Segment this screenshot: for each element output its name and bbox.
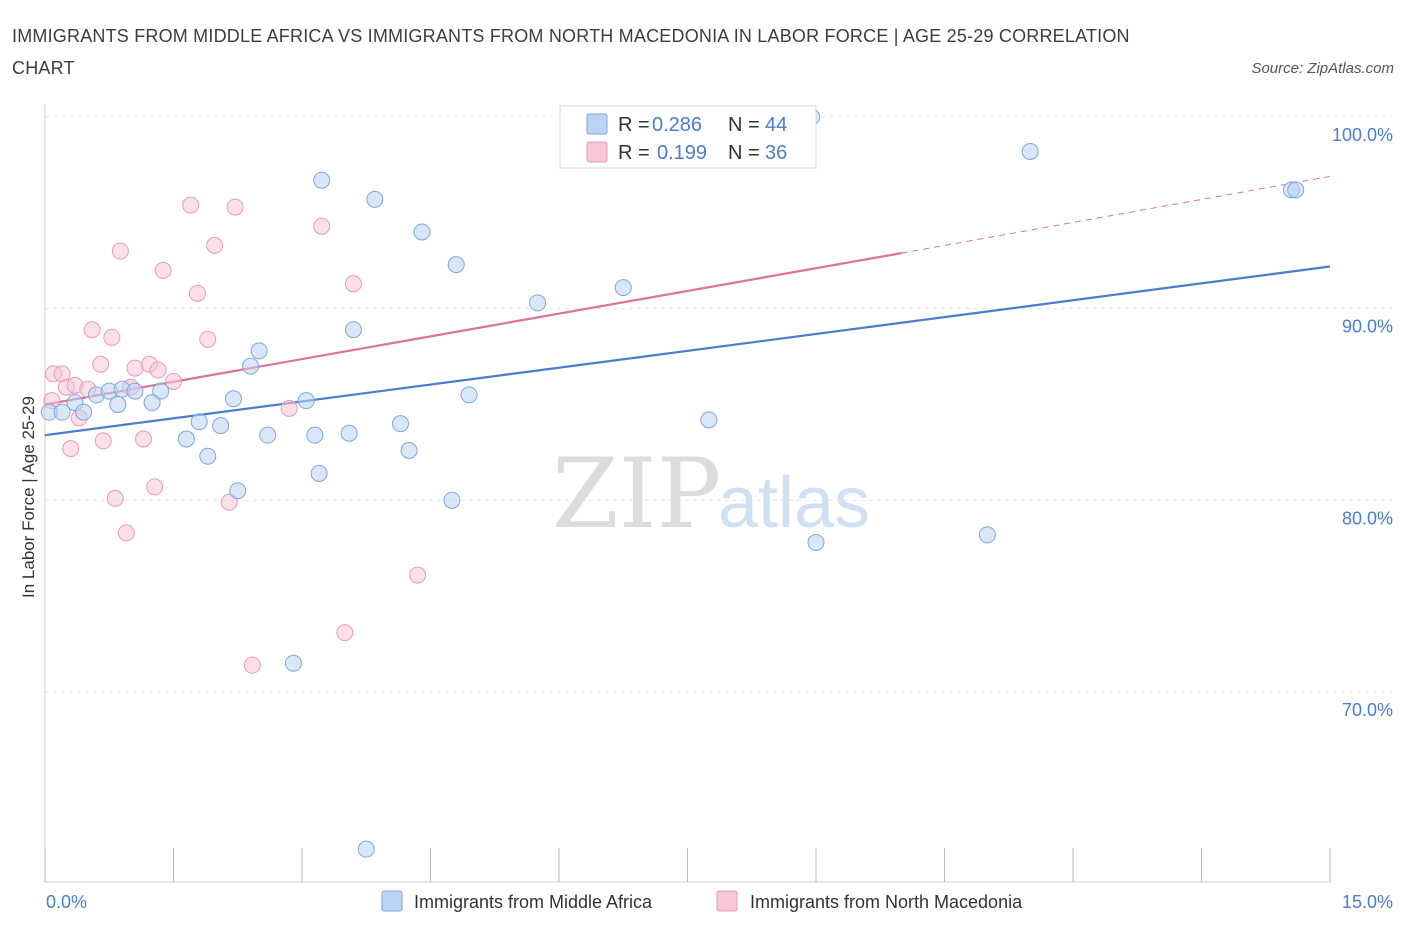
point-north-macedonia (146, 478, 164, 496)
point-middle-africa (700, 411, 718, 429)
point-middle-africa (443, 491, 461, 509)
point-north-macedonia (117, 524, 135, 542)
point-middle-africa (400, 442, 418, 459)
point-north-macedonia (188, 284, 206, 302)
n-value-pink: 36 (765, 142, 787, 164)
point-middle-africa (529, 294, 547, 312)
point-north-macedonia (149, 361, 167, 379)
y-tick-labels: 70.0% 80.0% 90.0% 100.0% (1332, 125, 1393, 720)
point-middle-africa (807, 534, 825, 551)
point-middle-africa (366, 190, 384, 208)
point-north-macedonia (226, 198, 244, 216)
point-middle-africa (413, 223, 431, 241)
x-tick-label: 15.0% (1342, 892, 1393, 912)
y-tick-label: 100.0% (1332, 125, 1393, 145)
point-middle-africa (259, 426, 277, 444)
legend-label-north-macedonia: Immigrants from North Macedonia (750, 892, 1023, 912)
r-label-pink: R = (618, 142, 650, 164)
series-legend: Immigrants from Middle Africa Immigrants… (381, 890, 1023, 912)
point-middle-africa (250, 342, 268, 360)
point-middle-africa (344, 321, 362, 339)
point-north-macedonia (103, 328, 121, 346)
point-middle-africa (177, 430, 195, 448)
axes (44, 104, 1331, 883)
point-north-macedonia (126, 359, 144, 377)
trend-line-middle-africa (44, 265, 1331, 437)
point-middle-africa (224, 390, 242, 408)
point-north-macedonia (83, 321, 101, 339)
point-middle-africa (126, 382, 144, 400)
point-north-macedonia (199, 330, 217, 348)
point-middle-africa (199, 447, 217, 465)
point-north-macedonia (154, 261, 172, 279)
x-tick-labels: 0.0% 15.0% (46, 892, 1393, 912)
point-middle-africa (392, 415, 410, 433)
chart-title: IMMIGRANTS FROM MIDDLE AFRICA VS IMMIGRA… (12, 26, 1130, 78)
point-middle-africa (447, 256, 465, 274)
pink-swatch (586, 141, 608, 163)
y-axis-label: In Labor Force | Age 25-29 (19, 396, 38, 598)
point-middle-africa (357, 840, 375, 858)
r-value-blue: 0.286 (652, 114, 702, 136)
point-middle-africa (978, 526, 996, 544)
point-middle-africa (75, 403, 93, 421)
point-middle-africa (143, 394, 161, 412)
source-label: Source: ZipAtlas.com (1251, 60, 1394, 77)
watermark-atlas: atlas (718, 463, 870, 543)
point-middle-africa (297, 392, 315, 410)
watermark-zip: ZIP (552, 438, 721, 550)
legend-swatch-north-macedonia (716, 890, 738, 912)
point-north-macedonia (280, 399, 298, 417)
point-north-macedonia (313, 217, 331, 235)
r-value-pink: 0.199 (657, 142, 707, 164)
point-north-macedonia (344, 275, 362, 293)
legend-swatch-middle-africa (381, 890, 403, 912)
point-middle-africa (190, 413, 208, 431)
grid-lines (45, 116, 1392, 693)
point-north-macedonia (336, 624, 354, 642)
point-middle-africa (1021, 143, 1039, 160)
n-label-blue: N = (728, 114, 760, 136)
point-middle-africa (460, 386, 478, 404)
point-middle-africa (313, 171, 331, 189)
blue-swatch (586, 113, 608, 135)
point-north-macedonia (243, 656, 261, 674)
point-north-macedonia (182, 196, 200, 214)
point-middle-africa (306, 426, 324, 444)
trend-lines (44, 175, 1331, 437)
n-value-blue: 44 (765, 114, 787, 136)
point-middle-africa (614, 279, 632, 297)
stats-legend: R = 0.286 N = 44 R = 0.199 N = 36 (559, 105, 817, 169)
y-tick-label: 80.0% (1342, 508, 1393, 528)
point-north-macedonia (220, 493, 238, 511)
point-middle-africa (340, 424, 358, 442)
y-tick-label: 70.0% (1342, 700, 1393, 720)
point-middle-africa (152, 382, 170, 400)
point-middle-africa (310, 465, 328, 482)
point-middle-africa (284, 654, 302, 672)
point-north-macedonia (111, 242, 129, 260)
point-north-macedonia (92, 355, 110, 373)
point-north-macedonia (165, 373, 182, 390)
point-north-macedonia (94, 432, 112, 450)
data-points (40, 108, 1305, 858)
point-middle-africa (229, 482, 247, 500)
r-label-blue: R = (618, 114, 650, 136)
point-north-macedonia (206, 236, 224, 254)
point-north-macedonia (62, 440, 80, 458)
n-label-pink: N = (728, 142, 760, 164)
point-middle-africa (242, 357, 260, 375)
trend-line-north-macedonia-extension (901, 175, 1331, 254)
point-middle-africa (53, 403, 71, 421)
point-north-macedonia (135, 430, 153, 448)
x-tick-label: 0.0% (46, 892, 87, 912)
point-middle-africa (212, 417, 230, 435)
legend-label-middle-africa: Immigrants from Middle Africa (414, 892, 653, 912)
trend-line-north-macedonia (44, 252, 902, 406)
point-north-macedonia (409, 566, 427, 584)
y-tick-label: 90.0% (1342, 317, 1393, 337)
point-middle-africa (1287, 181, 1305, 199)
point-north-macedonia (106, 489, 124, 507)
